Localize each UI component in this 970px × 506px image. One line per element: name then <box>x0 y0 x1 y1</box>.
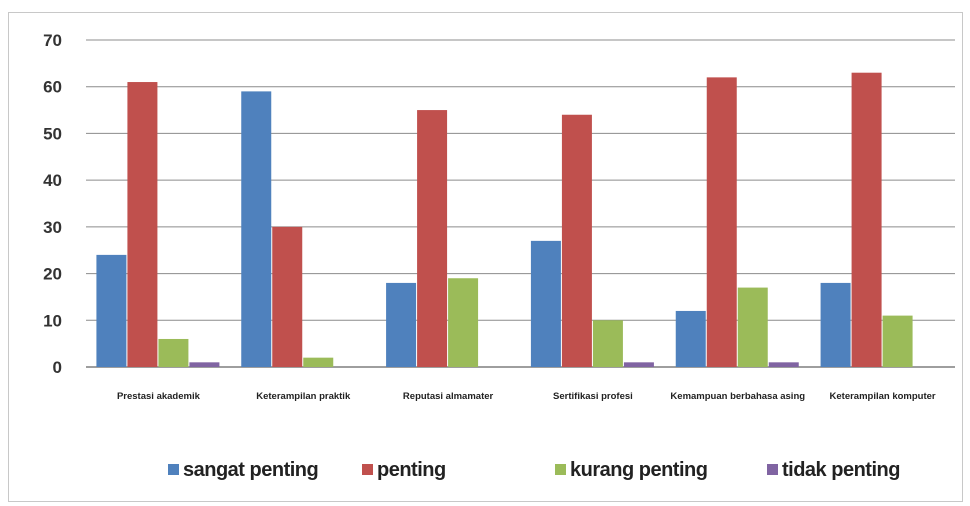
legend-label: sangat penting <box>183 459 318 481</box>
bar <box>882 315 913 367</box>
bar <box>386 282 417 367</box>
x-tick-label: Sertifikasi profesi <box>553 391 633 402</box>
bar <box>303 357 334 367</box>
bar <box>561 114 592 367</box>
bar <box>448 278 479 367</box>
x-tick-label: Keterampilan komputer <box>830 391 936 402</box>
y-tick-label: 30 <box>43 218 62 237</box>
y-tick-label: 70 <box>43 31 62 50</box>
y-tick-label: 50 <box>43 124 62 143</box>
legend-label: tidak penting <box>782 459 900 481</box>
bar <box>189 362 220 367</box>
chart-frame <box>8 12 963 502</box>
bar <box>820 282 851 367</box>
bar <box>417 110 448 368</box>
legend-swatch <box>168 464 179 475</box>
bar <box>737 287 768 367</box>
y-axis: 0 10 20 30 40 50 60 70 <box>43 31 62 377</box>
bar <box>768 362 799 367</box>
y-tick-label: 10 <box>43 311 62 330</box>
bar <box>530 240 561 367</box>
y-tick-label: 20 <box>43 265 62 284</box>
bars <box>96 72 913 368</box>
y-tick-label: 60 <box>43 78 62 97</box>
legend-label: penting <box>377 459 446 481</box>
bar <box>592 320 623 367</box>
y-tick-label: 0 <box>53 358 62 377</box>
gridlines <box>86 39 955 368</box>
x-tick-label: Keterampilan praktik <box>256 391 351 402</box>
legend-label: kurang penting <box>570 459 707 481</box>
bar <box>706 77 737 367</box>
bar <box>623 362 654 367</box>
y-tick-label: 40 <box>43 171 62 190</box>
legend-swatch <box>362 464 373 475</box>
bar <box>675 310 706 367</box>
legend-swatch <box>555 464 566 475</box>
x-tick-label: Reputasi almamater <box>403 391 494 402</box>
bar <box>272 226 303 367</box>
bar <box>127 82 158 368</box>
x-tick-label: Kemampuan berbahasa asing <box>670 391 805 402</box>
bar <box>851 72 882 367</box>
x-axis: Prestasi akademik Keterampilan praktik Rep… <box>117 391 936 402</box>
legend-swatch <box>767 464 778 475</box>
bar <box>158 338 189 367</box>
bar <box>241 91 272 367</box>
legend: sangat penting penting kurang penting tidak… <box>168 459 900 481</box>
x-tick-label: Prestasi akademik <box>117 391 201 402</box>
bar <box>96 254 127 367</box>
